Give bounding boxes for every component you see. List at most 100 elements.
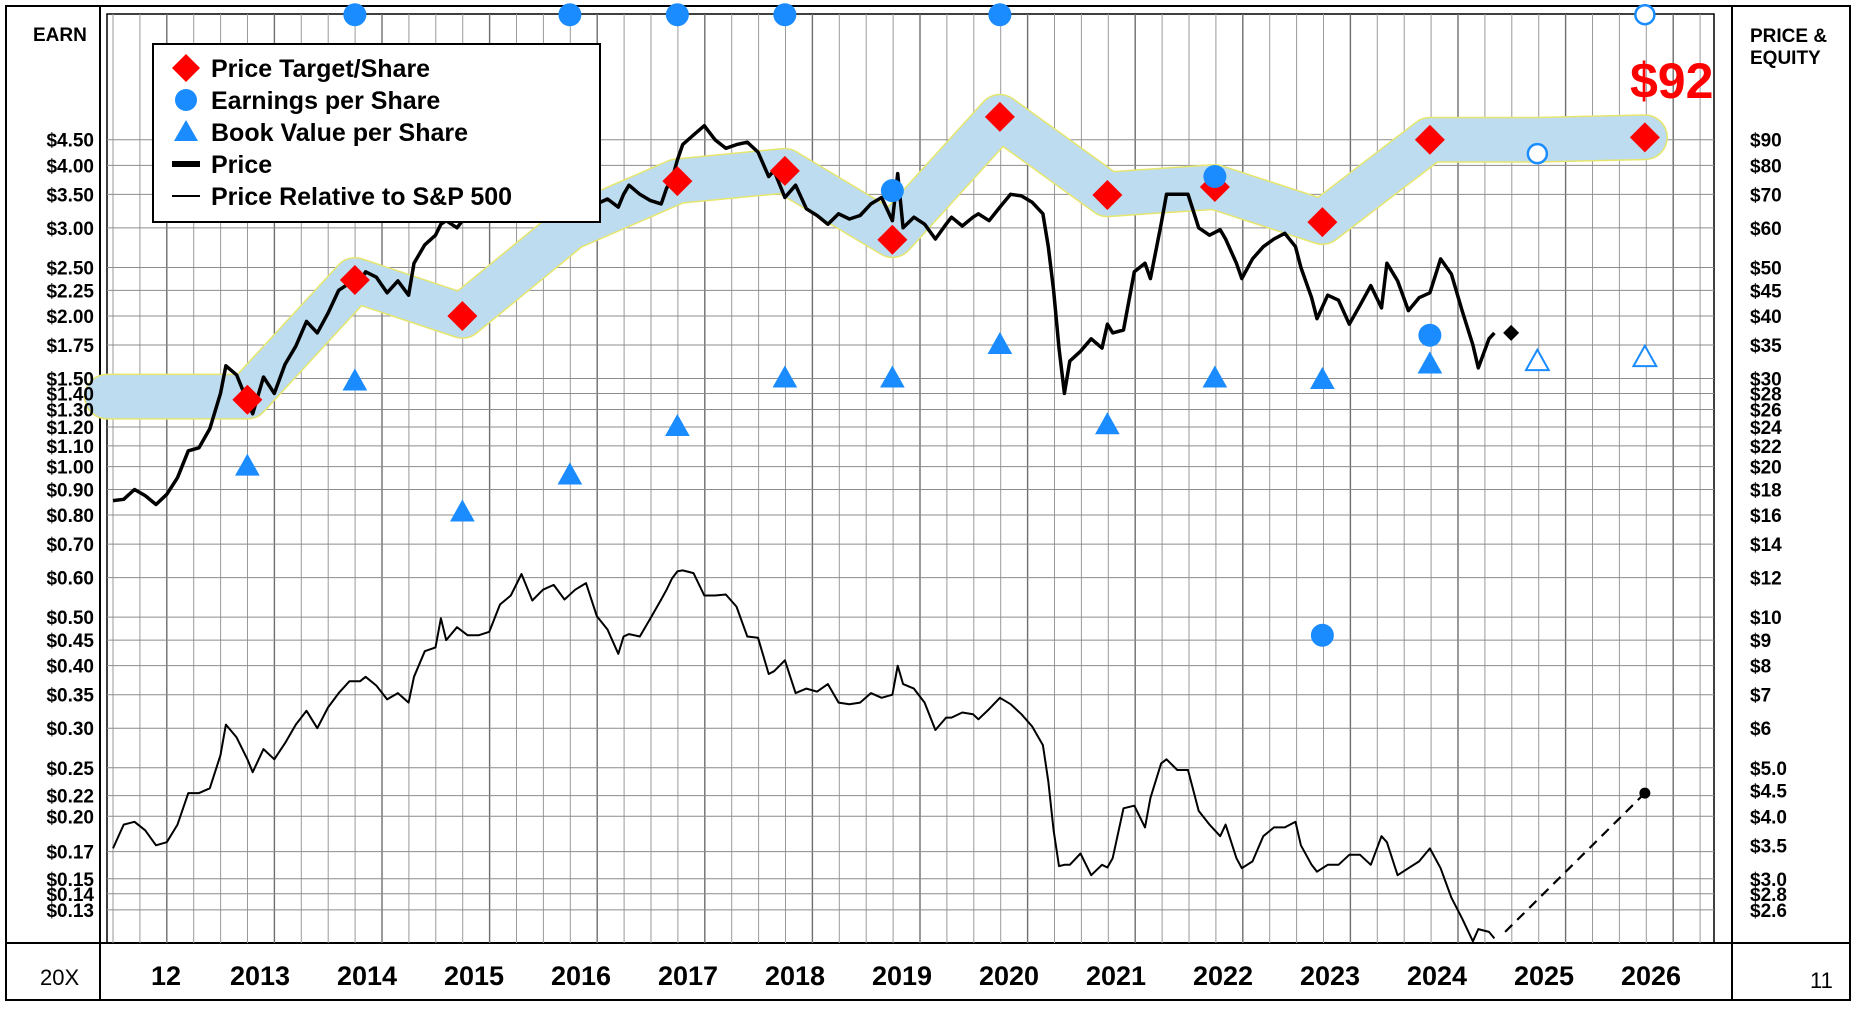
left-tick-label: $1.50 xyxy=(46,369,94,390)
book-value-marker xyxy=(987,331,1013,355)
legend-box xyxy=(152,43,601,223)
right-tick-label: $2.8 xyxy=(1750,885,1787,906)
right-tick-label: $4.0 xyxy=(1750,807,1787,828)
earnings-estimate-marker xyxy=(1634,3,1656,26)
legend-circle-icon xyxy=(175,89,197,111)
right-tick-label: $35 xyxy=(1750,336,1782,357)
right-tick-label: $70 xyxy=(1750,185,1782,206)
earnings-marker xyxy=(773,3,797,27)
legend-triangle-icon xyxy=(174,120,198,141)
price-target-marker xyxy=(339,264,370,295)
band-fill xyxy=(85,95,1667,419)
price-target-marker xyxy=(984,101,1015,132)
price-target-marker xyxy=(1092,179,1123,210)
right-tick-label: $90 xyxy=(1750,131,1782,152)
legend-diamond-icon xyxy=(172,54,200,82)
right-tick-label: $40 xyxy=(1750,307,1782,328)
earnings-marker xyxy=(343,3,367,27)
price-target-band xyxy=(84,93,1668,420)
outer-frame xyxy=(5,5,1851,1001)
right-tick-label: $30 xyxy=(1750,369,1782,390)
left-tick-label: $0.15 xyxy=(46,870,94,891)
year-label: 2018 xyxy=(765,961,825,991)
year-label: 2019 xyxy=(872,961,932,991)
legend-label: Book Value per Share xyxy=(211,119,468,147)
book-value-marker xyxy=(557,462,583,485)
book-value-marker xyxy=(1310,366,1335,390)
right-tick-label: $3.0 xyxy=(1750,870,1787,891)
latest-price-marker xyxy=(1503,324,1520,341)
book-value-marker xyxy=(880,365,905,388)
price-relative-line xyxy=(112,569,1496,943)
right-tick-label: $50 xyxy=(1750,258,1782,279)
left-tick-label: $0.22 xyxy=(46,787,94,808)
earnings-marker xyxy=(665,3,689,27)
left-tick-label: $2.00 xyxy=(46,307,94,328)
earnings-marker xyxy=(1418,323,1442,347)
projection-line xyxy=(1504,792,1646,933)
price-target-marker xyxy=(1414,124,1445,155)
plot-area xyxy=(106,13,1715,944)
left-tick-label: $2.50 xyxy=(46,258,94,279)
left-tick-label: $0.80 xyxy=(46,506,94,527)
book-value-estimate-marker xyxy=(1524,347,1551,372)
earnings-marker xyxy=(988,3,1012,27)
right-tick-label: $10 xyxy=(1750,608,1782,629)
right-tick-label: $22 xyxy=(1750,437,1782,458)
right-axis-title-line-1: PRICE & xyxy=(1750,26,1827,47)
right-tick-label: $7 xyxy=(1750,686,1771,707)
legend-label: Earnings per Share xyxy=(211,87,440,115)
year-label: 12 xyxy=(151,961,181,991)
legend-label: Price Target/Share xyxy=(211,55,430,83)
left-tick-label: $0.14 xyxy=(46,885,94,906)
right-tick-label: $16 xyxy=(1750,506,1782,527)
left-tick-label: $1.40 xyxy=(46,384,94,405)
left-tick-label: $3.00 xyxy=(46,219,94,240)
right-tick-label: $3.5 xyxy=(1750,836,1787,857)
price-target-marker xyxy=(1307,207,1338,238)
book-value-marker xyxy=(1202,365,1228,388)
book-value-marker xyxy=(665,413,690,437)
left-tick-label: $1.20 xyxy=(46,418,94,439)
book-value-marker xyxy=(235,453,260,476)
right-tick-label: $6 xyxy=(1750,719,1771,740)
right-tick-label: $18 xyxy=(1750,480,1782,501)
book-value-marker xyxy=(342,368,368,391)
left-tick-label: $0.13 xyxy=(46,901,94,922)
right-tick-label: $9 xyxy=(1750,631,1771,652)
price-target-label: $92 xyxy=(1630,53,1713,109)
left-tick-label: $0.60 xyxy=(46,569,94,590)
left-tick-label: $0.30 xyxy=(46,719,94,740)
axis-labels: EARN PRICE & EQUITY 20X 11 $92 $4.50 $4.0… xyxy=(33,25,1833,993)
data-markers xyxy=(232,3,1660,647)
year-label: 2016 xyxy=(551,961,611,991)
year-label: 2022 xyxy=(1193,961,1253,991)
legend: Price Target/Share Earnings per Share Book… xyxy=(152,43,601,223)
earnings-marker xyxy=(880,179,904,203)
earnings-estimate-marker xyxy=(1526,142,1549,165)
left-axis-title: EARN xyxy=(33,25,87,46)
corner-right-label: 11 xyxy=(1810,968,1833,993)
right-tick-label: $20 xyxy=(1750,458,1782,479)
left-tick-label: $0.35 xyxy=(46,686,94,707)
year-label: 2017 xyxy=(658,961,718,991)
right-tick-label: $45 xyxy=(1750,281,1782,302)
price-target-marker xyxy=(447,300,478,331)
chart-frame xyxy=(5,5,1851,1001)
book-value-marker xyxy=(772,365,798,388)
left-tick-label: $0.20 xyxy=(46,807,94,828)
right-tick-label: $14 xyxy=(1750,535,1782,556)
right-tick-label: $4.5 xyxy=(1750,782,1787,803)
year-label: 2025 xyxy=(1514,961,1574,991)
left-tick-label: $0.70 xyxy=(46,535,94,556)
left-tick-label: $1.00 xyxy=(46,458,94,479)
price-target-marker xyxy=(662,166,693,197)
legend-label: Price xyxy=(211,151,272,179)
right-tick-label: $60 xyxy=(1750,219,1782,240)
left-tick-label: $1.75 xyxy=(46,336,94,357)
year-label: 2015 xyxy=(444,961,504,991)
left-tick-label: $4.00 xyxy=(46,156,94,177)
book-value-marker xyxy=(1095,412,1120,435)
earnings-marker xyxy=(558,3,582,27)
